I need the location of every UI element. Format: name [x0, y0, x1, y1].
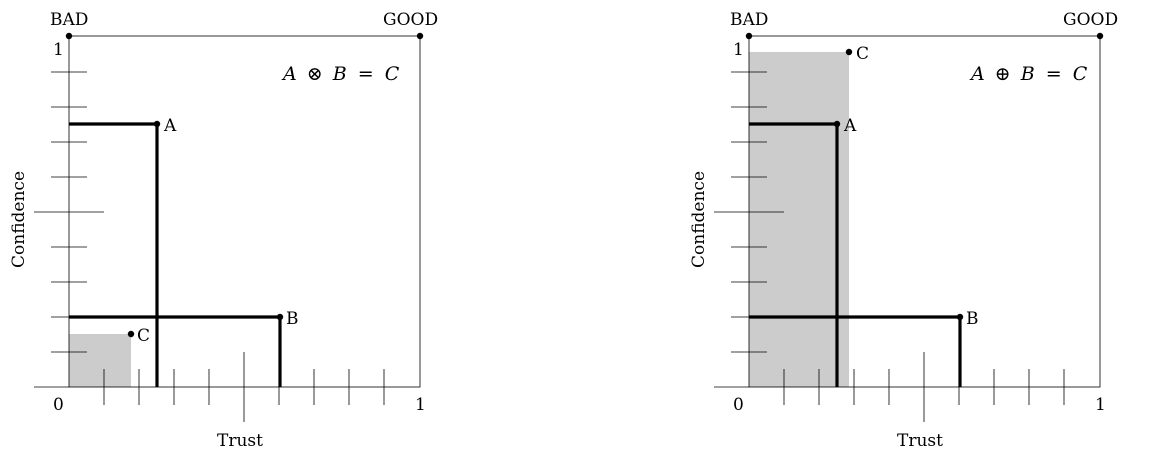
y-end-label: 1: [53, 40, 64, 60]
eq-a: A: [969, 63, 985, 85]
point-c-dot: [845, 48, 853, 56]
panel-left: BAD GOOD 1 0 1 Trust Confidence A B C A …: [9, 10, 438, 451]
shaded-region-c: [69, 334, 131, 387]
x-end-label: 1: [415, 395, 426, 415]
plot-frame: [748, 35, 1101, 388]
point-b-dot: [956, 313, 964, 321]
eq-op: ⊕: [995, 63, 1011, 85]
eq-c: C: [1073, 63, 1088, 85]
point-c-label: C: [137, 326, 150, 346]
eq-equals: =: [358, 63, 374, 85]
point-b-label: B: [286, 309, 299, 329]
origin-label: 0: [733, 395, 744, 415]
point-a-label: A: [843, 116, 857, 136]
point-b-label: B: [966, 309, 979, 329]
eq-b: B: [332, 63, 347, 85]
eq-op: ⊗: [307, 63, 323, 85]
corner-bad-label: BAD: [730, 10, 768, 30]
point-c-dot: [127, 330, 135, 338]
eq-equals: =: [1046, 63, 1062, 85]
eq-b: B: [1020, 63, 1035, 85]
y-axis-label: Confidence: [689, 171, 709, 268]
x-axis-label: Trust: [897, 431, 943, 451]
origin-label: 0: [53, 395, 64, 415]
point-b-dot: [276, 313, 284, 321]
panel-right: BAD GOOD 1 0 1 Trust Confidence A B C A …: [689, 10, 1118, 451]
y-ticks: [714, 71, 784, 353]
corner-good-label: GOOD: [1063, 10, 1118, 30]
equation: A ⊗ B = C: [281, 63, 400, 85]
plot-frame: [68, 35, 421, 388]
y-end-label: 1: [733, 40, 744, 60]
x-axis-label: Trust: [217, 431, 263, 451]
point-a-dot: [153, 120, 161, 128]
y-axis-label: Confidence: [9, 171, 29, 268]
corner-good-label: GOOD: [383, 10, 438, 30]
point-a-label: A: [163, 116, 177, 136]
corner-bad-dot: [745, 32, 753, 40]
x-ticks: [34, 352, 385, 422]
shaded-region-c: [749, 52, 849, 387]
eq-c: C: [385, 63, 400, 85]
point-c-label: C: [856, 44, 869, 64]
x-end-label: 1: [1095, 395, 1106, 415]
eq-a: A: [281, 63, 297, 85]
corner-bad-dot: [65, 32, 73, 40]
point-a-dot: [833, 120, 841, 128]
corner-bad-label: BAD: [50, 10, 88, 30]
equation: A ⊕ B = C: [969, 63, 1088, 85]
corner-good-dot: [416, 32, 424, 40]
corner-good-dot: [1096, 32, 1104, 40]
